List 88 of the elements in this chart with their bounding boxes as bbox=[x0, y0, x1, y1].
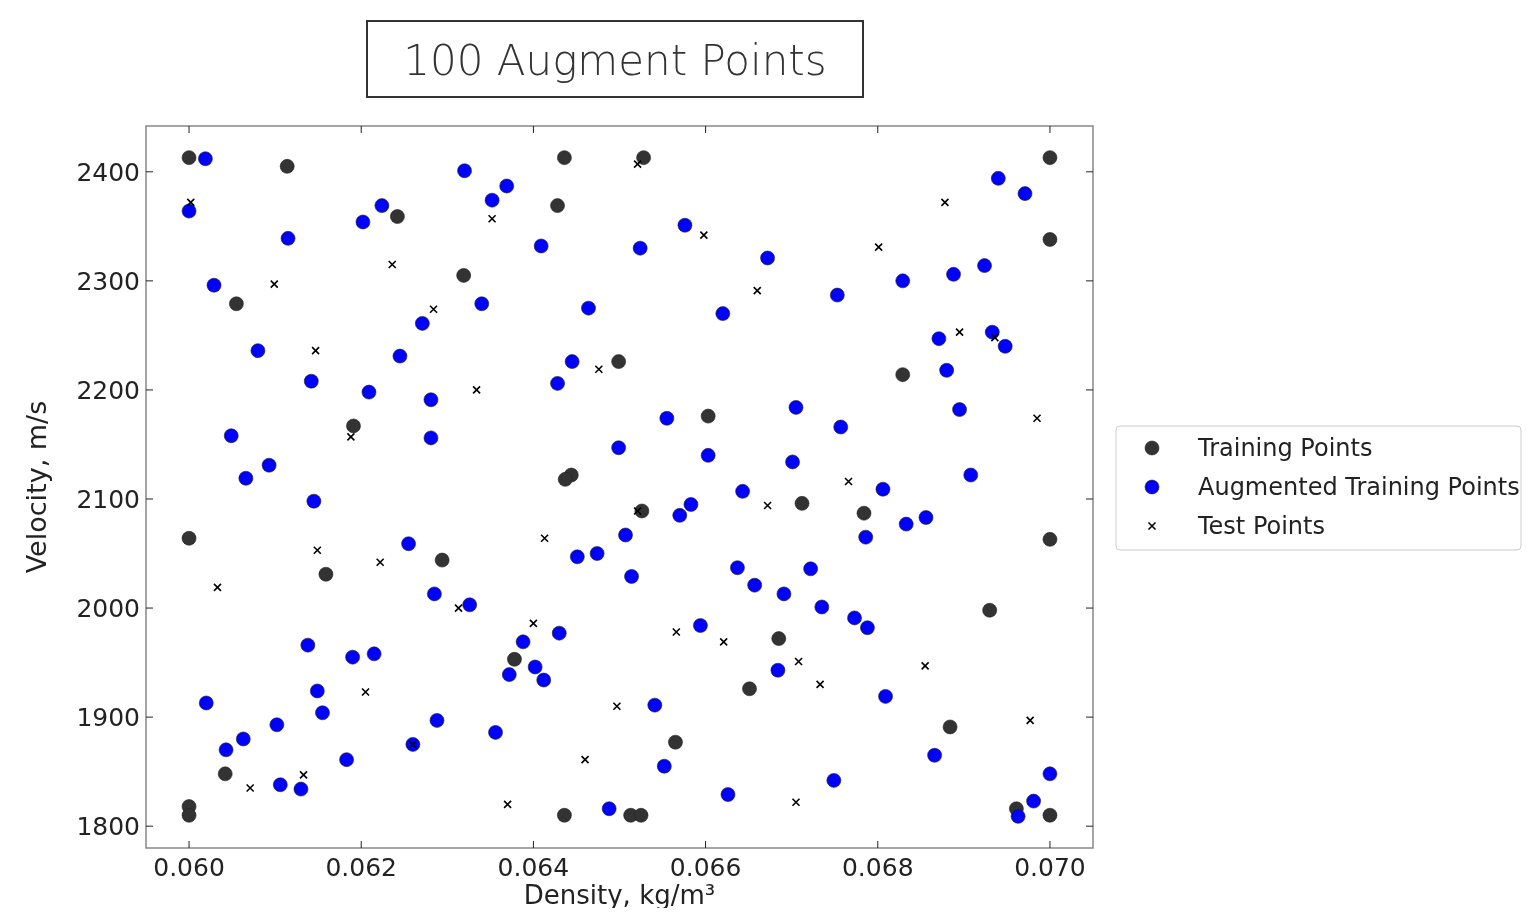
point bbox=[633, 159, 642, 169]
point bbox=[472, 385, 481, 395]
y-tick-label: 2400 bbox=[76, 157, 140, 187]
point bbox=[434, 552, 450, 568]
point bbox=[217, 766, 233, 782]
point bbox=[387, 260, 397, 269]
point bbox=[454, 603, 463, 613]
point bbox=[313, 545, 322, 555]
legend-label: Training Points bbox=[1197, 434, 1373, 462]
point bbox=[487, 214, 497, 223]
y-tick-label: 2300 bbox=[76, 266, 140, 296]
point bbox=[186, 198, 196, 207]
point bbox=[375, 557, 385, 567]
point bbox=[557, 472, 573, 487]
point bbox=[742, 681, 757, 697]
x-tick-label: 0.066 bbox=[669, 853, 742, 882]
legend-label: Augmented Training Points bbox=[1198, 473, 1520, 501]
point bbox=[1025, 716, 1035, 725]
x-tick-label: 0.070 bbox=[1014, 853, 1086, 882]
point bbox=[1042, 150, 1058, 165]
point bbox=[771, 631, 787, 646]
point bbox=[874, 242, 883, 252]
point bbox=[982, 602, 997, 618]
point bbox=[815, 680, 825, 689]
point bbox=[557, 150, 572, 165]
point bbox=[719, 637, 728, 647]
point bbox=[611, 354, 626, 369]
point bbox=[299, 770, 308, 780]
point bbox=[763, 501, 772, 510]
point bbox=[181, 150, 197, 165]
point bbox=[550, 198, 565, 213]
point bbox=[1032, 413, 1042, 423]
point bbox=[181, 530, 197, 546]
point bbox=[942, 719, 958, 735]
point bbox=[940, 198, 950, 207]
point bbox=[791, 797, 801, 807]
point bbox=[181, 807, 197, 823]
point bbox=[269, 279, 279, 289]
point bbox=[540, 533, 549, 543]
point bbox=[245, 783, 255, 793]
point bbox=[920, 661, 930, 671]
y-tick-label: 1900 bbox=[76, 703, 140, 733]
point bbox=[794, 496, 810, 511]
point bbox=[699, 230, 709, 240]
point bbox=[633, 807, 649, 823]
point bbox=[636, 150, 651, 165]
chart-title: 100 Augment Points bbox=[403, 36, 827, 85]
point bbox=[1042, 232, 1058, 247]
point bbox=[229, 296, 244, 312]
point bbox=[1042, 532, 1058, 547]
point bbox=[213, 583, 222, 592]
x-tick-label: 0.060 bbox=[153, 853, 225, 882]
y-axis-title: Velocity, m/s bbox=[21, 400, 52, 574]
point bbox=[557, 807, 572, 823]
point bbox=[529, 619, 538, 628]
point bbox=[390, 209, 405, 224]
point bbox=[580, 755, 590, 764]
point bbox=[752, 286, 762, 295]
point bbox=[1042, 807, 1058, 823]
point bbox=[700, 408, 716, 424]
point bbox=[672, 627, 681, 637]
point bbox=[612, 701, 622, 711]
point bbox=[990, 333, 1000, 342]
point bbox=[361, 687, 370, 697]
y-tick-label: 2000 bbox=[76, 594, 140, 624]
point bbox=[668, 734, 683, 750]
y-tick-label: 2200 bbox=[76, 375, 140, 405]
point bbox=[279, 159, 295, 174]
point bbox=[311, 346, 320, 355]
point bbox=[955, 327, 964, 337]
y-tick-label: 2100 bbox=[76, 485, 140, 514]
y-tick-label: 1800 bbox=[76, 812, 140, 842]
point bbox=[318, 566, 334, 582]
legend-label: Test Points bbox=[1197, 512, 1325, 540]
point bbox=[507, 652, 522, 667]
x-tick-label: 0.062 bbox=[325, 853, 398, 882]
x-tick-label: 0.064 bbox=[497, 853, 570, 882]
point bbox=[794, 657, 803, 666]
point bbox=[456, 268, 471, 283]
point bbox=[594, 364, 604, 374]
point bbox=[856, 505, 872, 521]
point bbox=[346, 432, 356, 442]
point bbox=[895, 367, 911, 382]
point bbox=[844, 477, 853, 486]
point bbox=[346, 418, 361, 434]
point bbox=[429, 304, 438, 314]
x-tick-label: 0.068 bbox=[841, 853, 914, 882]
point bbox=[503, 800, 512, 809]
